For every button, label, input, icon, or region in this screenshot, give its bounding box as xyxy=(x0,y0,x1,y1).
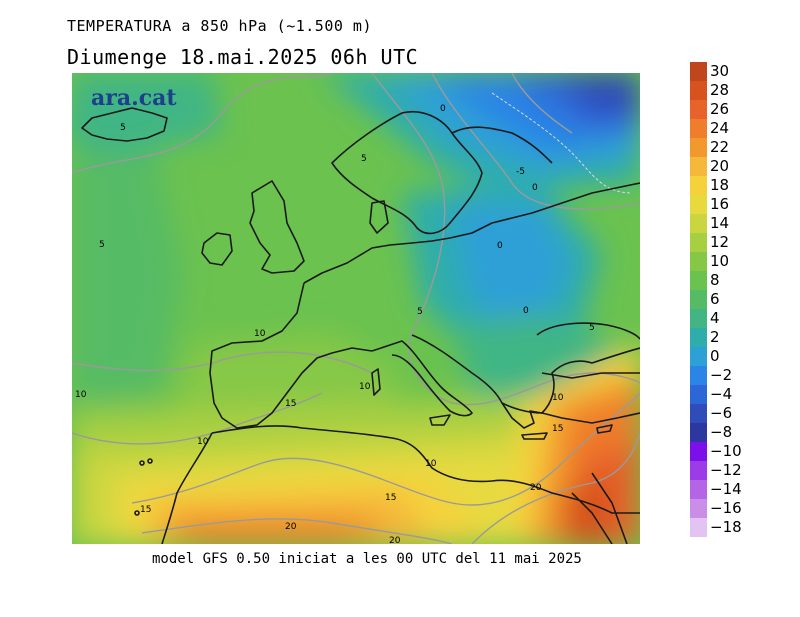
contour-label: 20 xyxy=(530,483,542,493)
coastlines xyxy=(81,107,640,544)
contour-label: 0 xyxy=(532,183,538,193)
legend-swatch xyxy=(690,271,707,290)
legend-swatch xyxy=(690,176,707,195)
contour-label: 5 xyxy=(99,240,105,250)
legend-label: 0 xyxy=(710,347,720,365)
legend-label: −14 xyxy=(710,480,742,498)
legend-label: 16 xyxy=(710,195,730,213)
legend-swatch xyxy=(690,309,707,328)
legend-swatch xyxy=(690,252,707,271)
legend-label: 10 xyxy=(710,252,730,270)
legend-swatch xyxy=(690,119,707,138)
contour-label: 15 xyxy=(385,493,396,503)
legend-label: −6 xyxy=(710,404,733,422)
temperature-map: 5 0 -5 0 5 5 0 0 5 5 10 10 15 10 10 15 1… xyxy=(72,73,640,544)
legend-swatch xyxy=(690,195,707,214)
aracat-logo[interactable]: ara.cat xyxy=(91,85,177,111)
legend-swatch xyxy=(690,461,707,480)
legend-swatch xyxy=(690,138,707,157)
legend-label: −12 xyxy=(710,461,742,479)
legend-swatch xyxy=(690,385,707,404)
legend-swatch xyxy=(690,157,707,176)
legend-label: 8 xyxy=(710,271,720,289)
legend-swatch xyxy=(690,480,707,499)
map-title: TEMPERATURA a 850 hPa (~1.500 m) xyxy=(67,17,372,35)
temperature-field xyxy=(72,73,640,544)
legend-swatch xyxy=(690,442,707,461)
legend-label: 26 xyxy=(710,100,730,118)
contour-label: 0 xyxy=(440,104,446,114)
legend-label: 2 xyxy=(710,328,720,346)
contour-label: 15 xyxy=(552,424,563,434)
legend-label: 14 xyxy=(710,214,730,232)
contour-label: 5 xyxy=(589,323,595,333)
legend-label: −18 xyxy=(710,518,742,536)
legend-label: 22 xyxy=(710,138,730,156)
legend-label: −10 xyxy=(710,442,742,460)
legend-swatch xyxy=(690,499,707,518)
contour-label: 10 xyxy=(197,437,209,447)
contour-label: 15 xyxy=(140,505,151,515)
model-info: model GFS 0.50 iniciat a les 00 UTC del … xyxy=(152,551,582,567)
contour-label: 0 xyxy=(523,306,529,316)
contour-label: 10 xyxy=(552,393,564,403)
contour-label: 20 xyxy=(389,536,401,544)
legend-label: 12 xyxy=(710,233,730,251)
contour-label: 5 xyxy=(120,123,126,133)
legend-swatch xyxy=(690,81,707,100)
legend-swatch xyxy=(690,347,707,366)
legend-label: 4 xyxy=(710,309,720,327)
legend-swatch xyxy=(690,100,707,119)
contour-label: 15 xyxy=(285,399,296,409)
map-date: Diumenge 18.mai.2025 06h UTC xyxy=(67,45,419,69)
contour-labels: 5 0 -5 0 5 5 0 0 5 5 10 10 15 10 10 15 1… xyxy=(75,104,595,544)
legend-swatch xyxy=(690,62,707,81)
legend-label: 28 xyxy=(710,81,730,99)
color-legend xyxy=(690,62,707,537)
isotherm-lines xyxy=(72,73,640,544)
legend-label: 30 xyxy=(710,62,730,80)
contour-label: 0 xyxy=(497,241,503,251)
legend-swatch xyxy=(690,366,707,385)
legend-label: 24 xyxy=(710,119,730,137)
contour-label: 5 xyxy=(417,307,423,317)
legend-label: −4 xyxy=(710,385,733,403)
contour-label: 20 xyxy=(285,522,297,532)
legend-swatch xyxy=(690,214,707,233)
legend-label: 6 xyxy=(710,290,720,308)
contour-label: 5 xyxy=(361,154,367,164)
contour-label: 10 xyxy=(359,382,371,392)
legend-label: 18 xyxy=(710,176,730,194)
legend-swatch xyxy=(690,518,707,537)
legend-swatch xyxy=(690,423,707,442)
legend-swatch xyxy=(690,290,707,309)
legend-swatch xyxy=(690,328,707,347)
contour-label: -5 xyxy=(516,167,525,177)
contour-label: 10 xyxy=(75,390,87,400)
contour-label: 10 xyxy=(254,329,266,339)
legend-label: −8 xyxy=(710,423,733,441)
legend-swatch xyxy=(690,404,707,423)
contour-label: 10 xyxy=(425,459,437,469)
legend-label: 20 xyxy=(710,157,730,175)
legend-label: −2 xyxy=(710,366,733,384)
legend-label: −16 xyxy=(710,499,742,517)
legend-swatch xyxy=(690,233,707,252)
